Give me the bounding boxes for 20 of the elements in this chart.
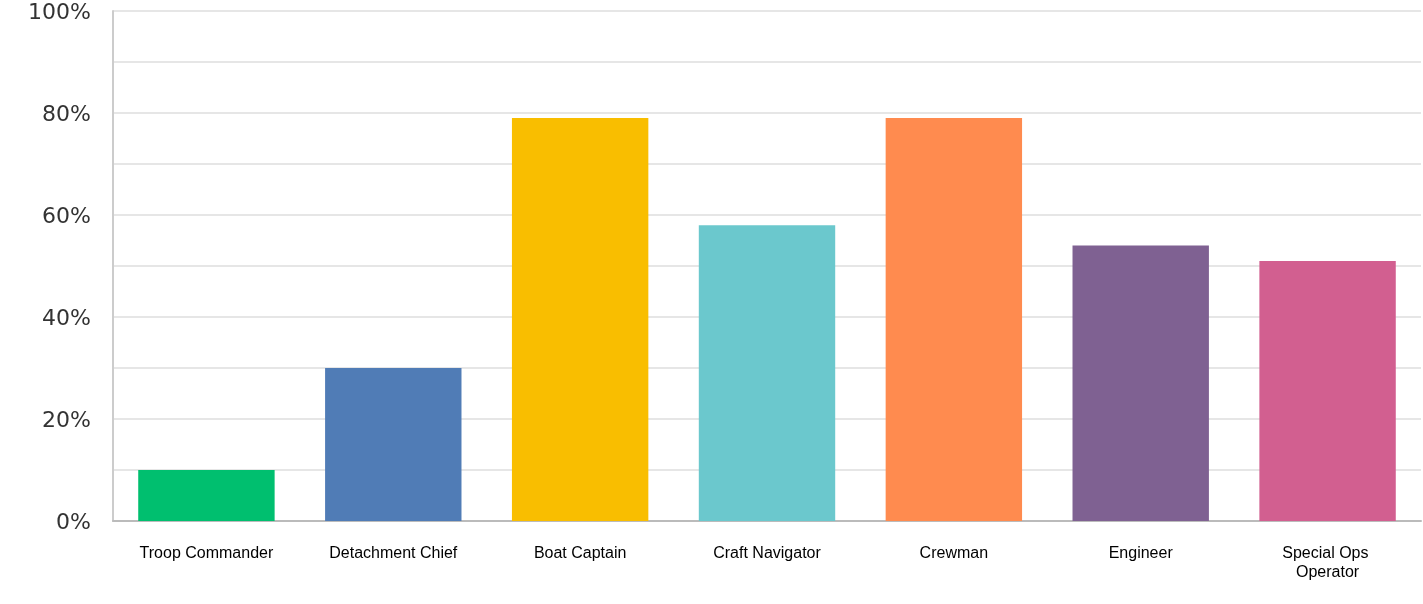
x-tick-label: Detachment Chief	[329, 544, 458, 561]
x-tick-label: Special Ops Operator	[1282, 544, 1373, 580]
x-tick-label: Troop Commander	[139, 544, 274, 561]
x-tick-label: Craft Navigator	[713, 544, 822, 561]
bar	[511, 118, 649, 521]
bar	[138, 470, 275, 521]
bar	[1072, 245, 1209, 521]
bar	[325, 368, 462, 521]
x-tick-label: Engineer	[1108, 544, 1174, 561]
bar	[885, 118, 1023, 521]
y-tick-label: 40%	[42, 304, 91, 330]
y-tick-label: 0%	[56, 508, 91, 534]
y-tick-label: 80%	[42, 100, 91, 126]
y-tick-label: 20%	[42, 406, 91, 432]
x-tick-label: Crewman	[919, 544, 989, 561]
y-tick-label: 60%	[42, 202, 91, 228]
y-tick-label: 100%	[28, 0, 91, 24]
bar	[698, 225, 836, 521]
x-tick-label: Boat Captain	[533, 544, 627, 561]
bar	[1259, 260, 1396, 521]
